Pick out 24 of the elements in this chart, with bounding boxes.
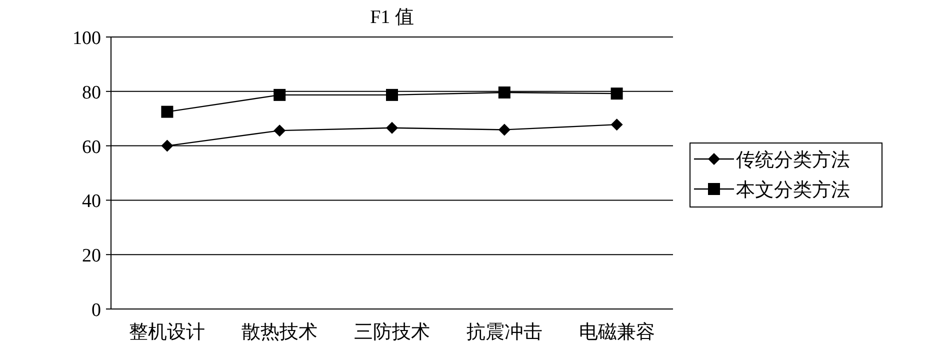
y-tick-label: 100: [72, 28, 101, 49]
y-tick-label: 80: [82, 82, 101, 104]
y-tick-label: 60: [82, 136, 101, 158]
chart-title: F1 值: [370, 7, 414, 28]
x-tick-label: 整机设计: [129, 322, 206, 343]
y-tick-label: 0: [92, 300, 101, 321]
legend-label: 传统分类方法: [736, 149, 850, 171]
point: [274, 124, 286, 137]
x-tick-label: 三防技术: [354, 322, 430, 343]
legend-label: 本文分类方法: [736, 179, 850, 201]
point: [161, 140, 174, 152]
point: [386, 88, 398, 101]
point: [610, 118, 623, 131]
point: [498, 124, 510, 136]
point: [161, 106, 174, 118]
point: [274, 88, 286, 101]
point: [498, 86, 510, 98]
y-tick-label: 40: [82, 191, 101, 212]
x-tick-label: 散热技术: [242, 322, 318, 343]
point: [386, 122, 398, 134]
y-tick-label: 20: [82, 246, 101, 267]
x-tick-label: 抗震冲击: [466, 322, 542, 343]
point: [610, 88, 623, 100]
x-tick-label: 电磁兼容: [578, 321, 655, 343]
